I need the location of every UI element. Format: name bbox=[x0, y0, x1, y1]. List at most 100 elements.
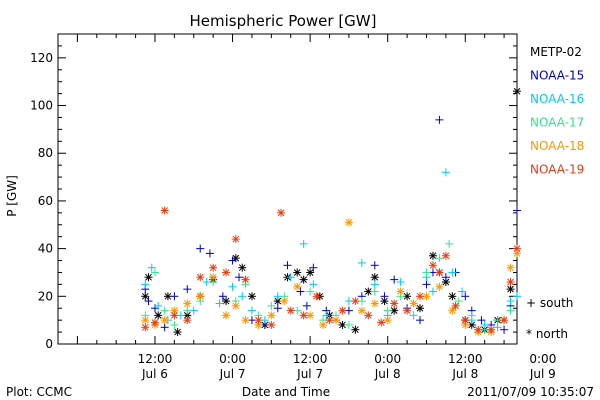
data-point bbox=[370, 273, 379, 282]
data-point bbox=[435, 115, 444, 124]
data-point bbox=[296, 287, 305, 296]
data-point bbox=[338, 320, 347, 329]
data-point bbox=[383, 306, 392, 315]
x-tick-date: Jul 8 bbox=[374, 367, 401, 381]
y-tick-label: 0 bbox=[45, 337, 53, 351]
data-point bbox=[506, 285, 515, 294]
y-tick-label: 120 bbox=[30, 51, 53, 65]
data-point bbox=[396, 287, 405, 296]
data-point bbox=[280, 297, 289, 306]
data-point bbox=[513, 244, 521, 253]
data-point bbox=[403, 306, 412, 315]
data-point bbox=[513, 249, 521, 258]
data-point bbox=[183, 299, 192, 308]
x-tick-date: Jul 7 bbox=[219, 367, 246, 381]
data-point bbox=[183, 306, 192, 315]
data-point bbox=[390, 275, 399, 284]
y-tick-label: 40 bbox=[38, 242, 53, 256]
series-noaa-18 bbox=[141, 218, 521, 337]
data-point bbox=[461, 292, 470, 301]
data-point bbox=[215, 299, 224, 308]
data-point bbox=[377, 318, 386, 327]
data-point bbox=[428, 287, 437, 296]
data-point bbox=[241, 275, 250, 284]
data-point bbox=[441, 273, 450, 282]
data-point bbox=[357, 258, 366, 267]
data-point bbox=[299, 311, 308, 320]
data-point bbox=[141, 316, 150, 325]
data-point bbox=[299, 275, 308, 284]
data-point bbox=[422, 280, 431, 289]
data-point bbox=[422, 268, 431, 277]
data-point bbox=[454, 297, 463, 306]
data-point bbox=[254, 316, 263, 325]
x-tick-time: 0:00 bbox=[529, 352, 556, 366]
data-point bbox=[435, 254, 444, 263]
data-point bbox=[209, 273, 218, 282]
data-point bbox=[154, 311, 163, 320]
data-point bbox=[448, 292, 457, 301]
data-point bbox=[218, 292, 227, 301]
legend-entry: NOAA-18 bbox=[530, 139, 584, 153]
data-point bbox=[312, 292, 321, 301]
data-point bbox=[416, 316, 425, 325]
data-point bbox=[477, 316, 486, 325]
legend-entry: NOAA-19 bbox=[530, 163, 584, 177]
data-point bbox=[277, 208, 286, 217]
data-point bbox=[435, 268, 444, 277]
chart-title: Hemispheric Power [GW] bbox=[190, 12, 377, 30]
data-point bbox=[506, 306, 515, 315]
data-point bbox=[222, 268, 231, 277]
plot-area bbox=[57, 33, 518, 345]
data-point bbox=[441, 168, 450, 177]
data-point bbox=[183, 285, 192, 294]
data-point bbox=[222, 297, 231, 306]
data-point bbox=[474, 325, 483, 334]
y-tick-label: 60 bbox=[38, 194, 53, 208]
data-point bbox=[173, 328, 182, 337]
data-point bbox=[293, 282, 302, 291]
series-noaa-16 bbox=[141, 168, 521, 332]
data-point bbox=[141, 323, 150, 332]
data-point bbox=[150, 318, 159, 327]
data-point bbox=[147, 263, 156, 272]
data-point bbox=[209, 263, 218, 272]
y-tick-label: 20 bbox=[38, 289, 53, 303]
marker-key-entry: * north bbox=[526, 327, 568, 341]
data-point bbox=[228, 282, 237, 291]
data-point bbox=[150, 268, 159, 277]
data-point bbox=[441, 251, 450, 260]
data-point bbox=[144, 297, 153, 306]
data-point bbox=[513, 87, 521, 96]
data-point bbox=[241, 316, 250, 325]
data-point bbox=[322, 311, 331, 320]
y-tick-label: 80 bbox=[38, 146, 53, 160]
data-point bbox=[273, 304, 282, 313]
data-point bbox=[383, 316, 392, 325]
marker-key-entry: + south bbox=[526, 296, 573, 310]
y-axis: 0 20 40 60 80 100 120 bbox=[30, 33, 517, 351]
data-point bbox=[306, 311, 315, 320]
data-point bbox=[267, 320, 276, 329]
data-point bbox=[286, 273, 295, 282]
data-point bbox=[506, 297, 515, 306]
data-point bbox=[293, 268, 302, 277]
legend-entry: NOAA-16 bbox=[530, 92, 584, 106]
data-point bbox=[160, 316, 169, 325]
data-point bbox=[170, 306, 179, 315]
data-point bbox=[458, 287, 467, 296]
data-point bbox=[445, 239, 454, 248]
data-point bbox=[141, 280, 150, 289]
x-tick-date: Jul 9 bbox=[529, 367, 556, 381]
data-point bbox=[231, 235, 240, 244]
data-point bbox=[196, 273, 205, 282]
data-point bbox=[160, 306, 169, 315]
data-point bbox=[160, 323, 169, 332]
data-point bbox=[309, 280, 318, 289]
data-point bbox=[238, 292, 247, 301]
data-point bbox=[428, 261, 437, 270]
data-point bbox=[154, 301, 163, 310]
y-axis-label: P [GW] bbox=[5, 175, 19, 217]
data-point bbox=[435, 282, 444, 291]
data-point bbox=[451, 301, 460, 310]
